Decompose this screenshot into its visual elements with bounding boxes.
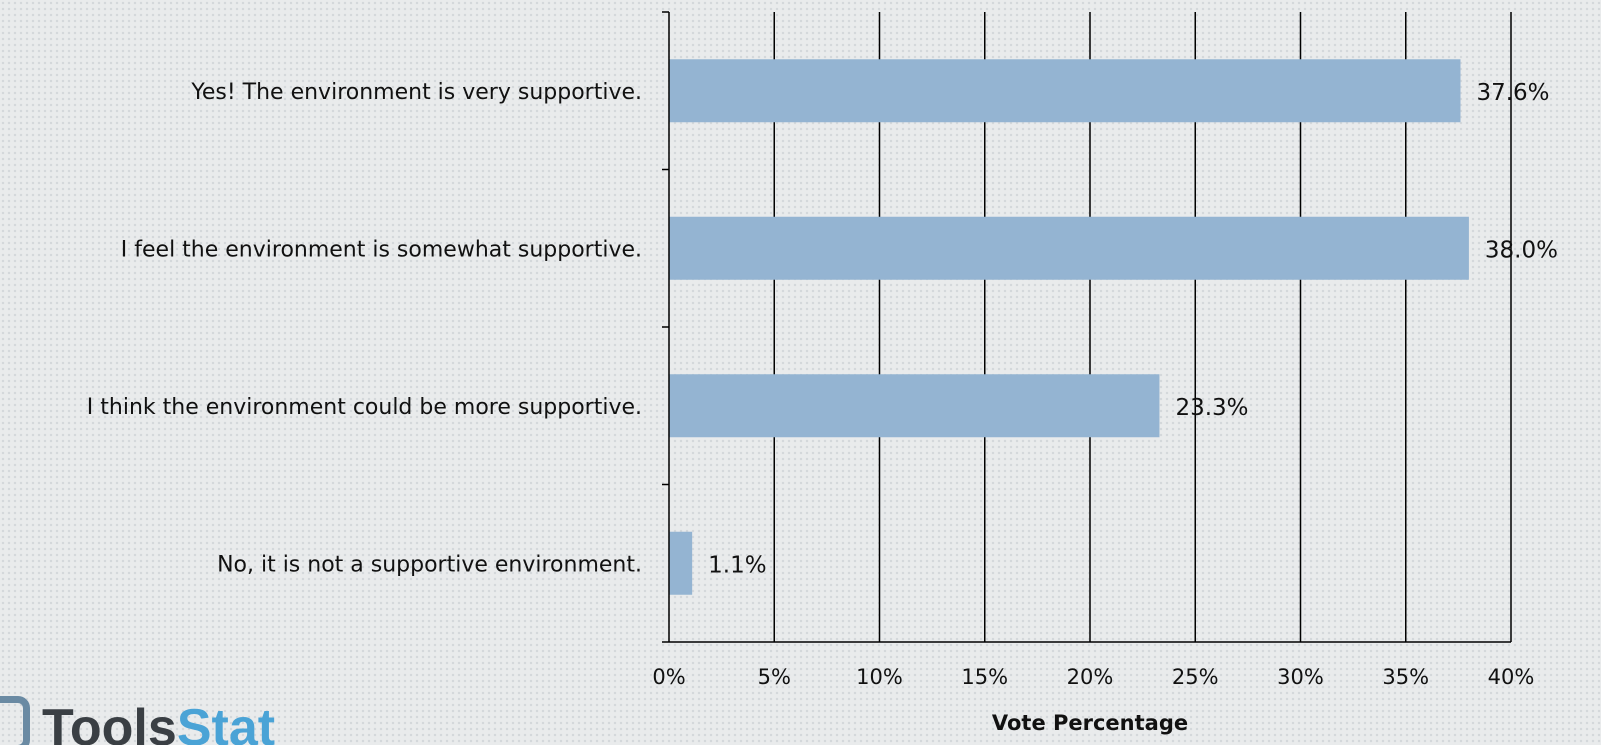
category-label-0: Yes! The environment is very supportive.: [190, 80, 642, 105]
x-tick-label-20: 20%: [1067, 665, 1114, 689]
category-label-1: I feel the environment is somewhat suppo…: [121, 237, 642, 262]
x-axis-title: Vote Percentage: [992, 711, 1188, 735]
x-tick-label-0: 0%: [652, 665, 685, 689]
axes: [662, 11, 1511, 643]
logo-icon: [0, 696, 30, 745]
bar-1: [669, 216, 1469, 280]
bar-2: [669, 374, 1160, 438]
toolsstat-logo: ToolsStat: [0, 690, 300, 745]
data-labels: 37.6% 38.0% 23.3% 1.1%: [708, 80, 1558, 579]
bar-3: [669, 531, 693, 595]
x-tick-label-40: 40%: [1488, 665, 1535, 689]
category-label-2: I think the environment could be more su…: [87, 395, 642, 420]
bars: [669, 59, 1469, 595]
x-tick-label-5: 5%: [758, 665, 791, 689]
x-tick-label-15: 15%: [961, 665, 1008, 689]
x-tick-label-30: 30%: [1277, 665, 1324, 689]
tick-labels: 0% 5% 10% 15% 20% 25% 30% 35% 40%: [652, 665, 1534, 689]
data-label-3: 1.1%: [708, 552, 766, 578]
category-label-3: No, it is not a supportive environment.: [217, 552, 642, 577]
bar-0: [669, 59, 1461, 123]
logo-text: ToolsStat: [42, 699, 276, 745]
data-label-1: 38.0%: [1485, 237, 1558, 263]
category-labels: Yes! The environment is very supportive.…: [87, 80, 642, 578]
x-tick-label-10: 10%: [856, 665, 903, 689]
data-label-2: 23.3%: [1175, 395, 1248, 421]
x-tick-label-25: 25%: [1172, 665, 1219, 689]
x-tick-label-35: 35%: [1382, 665, 1429, 689]
data-label-0: 37.6%: [1476, 80, 1549, 106]
